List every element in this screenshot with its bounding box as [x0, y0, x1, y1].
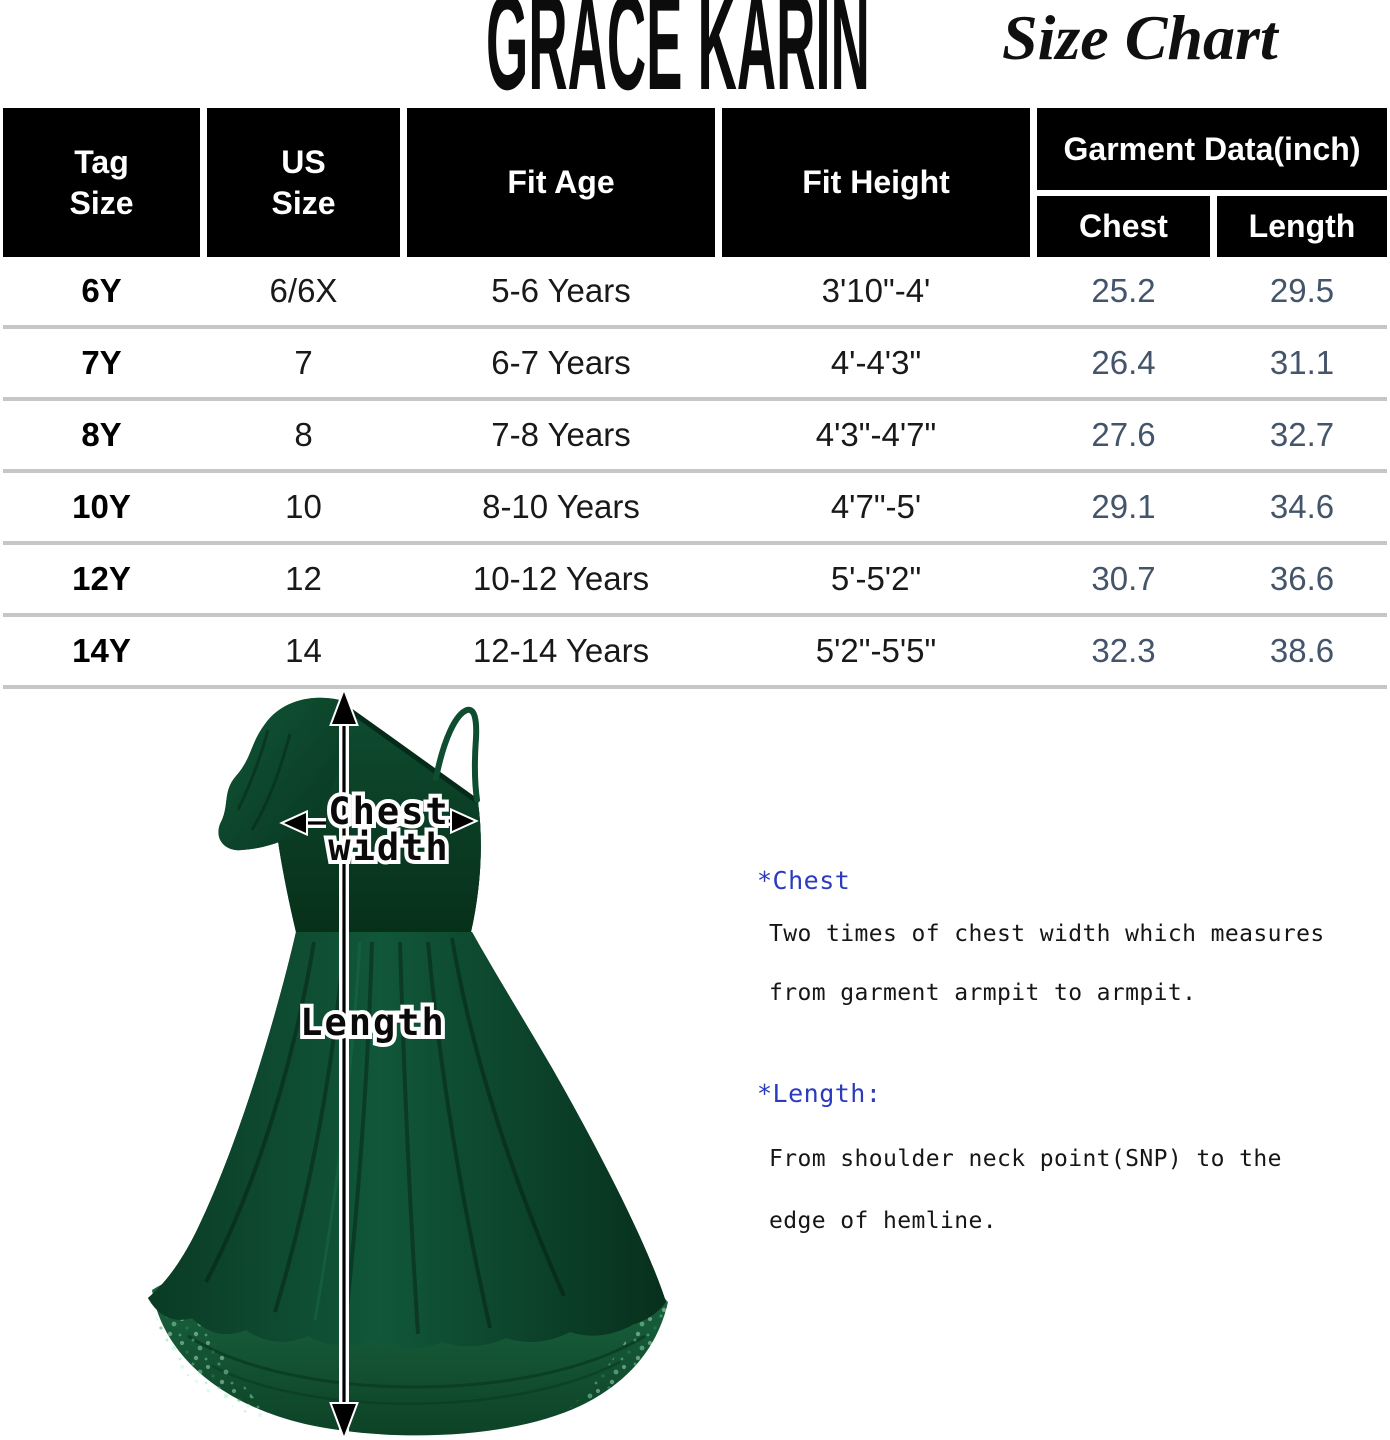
- cell-chest: 29.1: [1091, 488, 1156, 525]
- cell-us-size: 10: [285, 488, 322, 525]
- length-label: Length: [300, 1001, 446, 1044]
- cell-fit-age: 7-8 Years: [491, 416, 631, 453]
- chest-width-label-line1: Chest: [328, 790, 449, 833]
- cell-fit-height: 4'7"-5': [830, 488, 922, 525]
- page-title: Size Chart: [1002, 2, 1278, 73]
- cell-length: 34.6: [1269, 488, 1335, 525]
- header-fit-age: Fit Age: [407, 108, 715, 257]
- chest-note-line1: Two times of chest width which measures: [769, 921, 1325, 947]
- cell-chest: 32.3: [1091, 632, 1156, 669]
- length-note-line1: From shoulder neck point(SNP) to the: [769, 1146, 1282, 1172]
- chest-note-heading: *Chest: [757, 866, 851, 895]
- cell-length: 29.5: [1269, 272, 1335, 309]
- length-note-line2: edge of hemline.: [769, 1208, 997, 1234]
- cell-tag-size: 12Y: [72, 560, 131, 597]
- cell-chest: 25.2: [1091, 272, 1156, 309]
- skirt: [148, 932, 666, 1349]
- cell-length: 36.6: [1269, 560, 1335, 597]
- cell-tag-size: 6Y: [81, 272, 122, 309]
- length-arrow: [329, 686, 359, 1440]
- size-table-header: Tag Size US Size Fit Age Fit Height Garm…: [3, 108, 1387, 257]
- table-row: 10Y 10 8-10 Years 4'7"-5' 29.1 34.6: [3, 473, 1387, 545]
- header-us-line2: Size: [271, 184, 336, 221]
- header-us-size: US Size: [207, 108, 400, 257]
- cell-length: 38.6: [1269, 632, 1335, 669]
- size-table-body: 6Y 6/6X 5-6 Years 3'10"-4' 25.2 29.5 7Y …: [3, 257, 1387, 689]
- table-row: 8Y 8 7-8 Years 4'3"-4'7" 27.6 32.7: [3, 401, 1387, 473]
- table-row: 12Y 12 10-12 Years 5'-5'2" 30.7 36.6: [3, 545, 1387, 617]
- header-garment-data: Garment Data(inch): [1037, 108, 1387, 190]
- table-row: 7Y 7 6-7 Years 4'-4'3" 26.4 31.1: [3, 329, 1387, 401]
- length-note-heading: *Length:: [757, 1079, 882, 1108]
- shoulder-ruffle: [218, 697, 347, 851]
- cell-chest: 26.4: [1091, 344, 1156, 381]
- cell-fit-height: 5'-5'2": [830, 560, 922, 597]
- cell-fit-age: 8-10 Years: [482, 488, 640, 525]
- header-tag-line1: Tag: [74, 143, 129, 180]
- cell-us-size: 14: [285, 632, 322, 669]
- cell-us-size: 6/6X: [269, 272, 338, 309]
- cell-fit-height: 3'10"-4': [821, 272, 931, 309]
- cell-tag-size: 14Y: [72, 632, 131, 669]
- cell-us-size: 8: [294, 416, 313, 453]
- cell-tag-size: 10Y: [72, 488, 131, 525]
- cell-us-size: 7: [294, 344, 313, 381]
- cell-fit-age: 12-14 Years: [472, 632, 650, 669]
- cell-fit-age: 5-6 Years: [491, 272, 631, 309]
- cell-tag-size: 7Y: [81, 344, 122, 381]
- shoulder-strap: [433, 706, 480, 803]
- dress-illustration: Chest width Length: [100, 686, 720, 1440]
- chest-note-line2: from garment armpit to armpit.: [769, 980, 1197, 1006]
- cell-tag-size: 8Y: [81, 416, 122, 453]
- header-length: Length: [1217, 196, 1387, 257]
- table-row: 6Y 6/6X 5-6 Years 3'10"-4' 25.2 29.5: [3, 257, 1387, 329]
- brand-title: GRACE KARIN: [486, 0, 870, 118]
- header-fit-height: Fit Height: [722, 108, 1030, 257]
- header-chest: Chest: [1037, 196, 1210, 257]
- table-row: 14Y 14 12-14 Years 5'2"-5'5" 32.3 38.6: [3, 617, 1387, 689]
- header-tag-size: Tag Size: [3, 108, 200, 257]
- cell-us-size: 12: [285, 560, 322, 597]
- cell-fit-height: 4'3"-4'7": [815, 416, 937, 453]
- cell-fit-height: 4'-4'3": [830, 344, 922, 381]
- cell-chest: 27.6: [1091, 416, 1156, 453]
- cell-length: 31.1: [1269, 344, 1335, 381]
- header-us-line1: US: [281, 143, 326, 180]
- dress-svg: Chest width Length: [148, 686, 668, 1440]
- cell-fit-height: 5'2"-5'5": [815, 632, 937, 669]
- cell-chest: 30.7: [1091, 560, 1156, 597]
- chest-width-arrows: [279, 807, 479, 837]
- cell-fit-age: 10-12 Years: [472, 560, 650, 597]
- cell-length: 32.7: [1269, 416, 1335, 453]
- cell-fit-age: 6-7 Years: [491, 344, 631, 381]
- header-tag-line2: Size: [69, 184, 134, 221]
- chest-width-label-line2: width: [328, 826, 449, 869]
